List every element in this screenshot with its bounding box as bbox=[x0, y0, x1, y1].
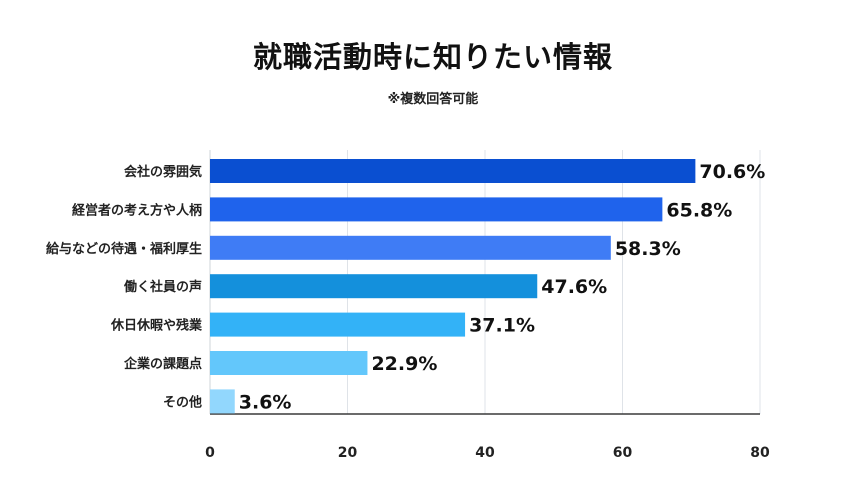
category-label: 休日休暇や残業 bbox=[110, 318, 203, 334]
category-label: 給与などの待遇・福利厚生 bbox=[46, 241, 202, 257]
data-label: 70.6% bbox=[699, 161, 765, 183]
bar bbox=[210, 197, 663, 222]
bar bbox=[210, 235, 611, 260]
bar bbox=[210, 274, 538, 299]
x-tick-label: 20 bbox=[338, 445, 358, 461]
bar bbox=[210, 389, 235, 414]
bar bbox=[210, 312, 466, 337]
chart-title: 就職活動時に知りたい情報 bbox=[252, 40, 613, 74]
data-label: 3.6% bbox=[239, 391, 292, 413]
chart-subtitle: ※複数回答可能 bbox=[387, 92, 479, 107]
x-tick-label: 40 bbox=[475, 445, 495, 461]
category-label: 企業の課題点 bbox=[123, 356, 202, 372]
data-label: 37.1% bbox=[469, 315, 535, 337]
category-label: 働く社員の声 bbox=[123, 279, 202, 295]
category-label: 経営者の考え方や人柄 bbox=[72, 202, 202, 218]
category-label: その他 bbox=[163, 394, 202, 410]
data-label: 22.9% bbox=[371, 353, 437, 375]
data-label: 58.3% bbox=[615, 238, 681, 260]
bar bbox=[210, 351, 368, 375]
x-tick-label: 80 bbox=[750, 445, 770, 461]
bar bbox=[210, 159, 696, 183]
x-tick-label: 0 bbox=[205, 445, 215, 461]
data-label: 65.8% bbox=[666, 199, 732, 221]
x-tick-label: 60 bbox=[613, 445, 633, 461]
data-label: 47.6% bbox=[541, 276, 607, 298]
category-label: 会社の雰囲気 bbox=[124, 164, 202, 180]
